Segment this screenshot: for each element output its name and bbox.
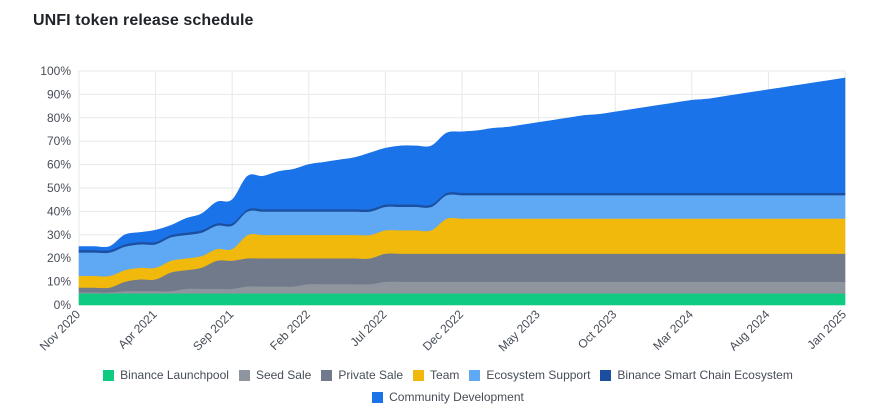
area-community-development: [78, 77, 846, 251]
legend-item-ecosystem-support[interactable]: Ecosystem Support: [469, 368, 590, 382]
legend-swatch: [321, 369, 333, 381]
legend-swatch: [413, 369, 425, 381]
legend-label: Private Sale: [338, 368, 404, 382]
y-tick-label: 90%: [47, 87, 71, 101]
legend-swatch: [600, 369, 612, 381]
y-tick-label: 100%: [40, 64, 71, 78]
legend-swatch: [238, 369, 250, 381]
y-tick-label: 20%: [47, 251, 71, 265]
y-tick-label: 0%: [54, 298, 72, 312]
x-tick-label: Nov 2020: [37, 307, 83, 353]
x-tick-label: Jul 2022: [348, 307, 390, 349]
x-tick-label: Aug 2024: [726, 307, 772, 353]
legend-label: Binance Launchpool: [120, 368, 229, 382]
legend-label: Ecosystem Support: [486, 368, 591, 382]
y-tick-label: 10%: [47, 275, 71, 289]
chart-title: UNFI token release schedule: [33, 12, 254, 29]
x-tick-label: Apr 2021: [115, 307, 160, 352]
x-tick-label: Jan 2025: [804, 307, 849, 352]
x-tick-label: Mar 2024: [650, 307, 696, 353]
y-tick-label: 40%: [47, 204, 71, 218]
legend-swatch: [469, 369, 481, 381]
legend-label: Seed Sale: [255, 368, 312, 382]
x-tick-label: Oct 2023: [575, 307, 620, 352]
x-tick-label: May 2023: [496, 307, 543, 354]
y-tick-label: 70%: [47, 134, 71, 148]
legend-label: Binance Smart Chain Ecosystem: [617, 368, 793, 382]
stacked-area-chart: 0% 10% 20% 30% 40% 50% 60% 70% 80% 90% 100% Nov 202…: [37, 64, 849, 354]
legend-label: Community Development: [389, 390, 524, 404]
legend: Binance Launchpool Seed Sale Private Sale T…: [0, 365, 896, 409]
area-binance-launchpool: [78, 292, 846, 306]
legend-swatch: [103, 369, 115, 381]
x-tick-label: Feb 2022: [267, 307, 313, 353]
legend-item-seed-sale[interactable]: Seed Sale: [238, 368, 312, 382]
x-tick-label: Dec 2022: [420, 307, 466, 353]
legend-swatch: [372, 391, 384, 403]
legend-row: Binance Launchpool Seed Sale Private Sale T…: [0, 365, 896, 385]
y-tick-label: 30%: [47, 228, 71, 242]
legend-item-private-sale[interactable]: Private Sale: [321, 368, 403, 382]
legend-row: Community Development: [0, 387, 896, 407]
y-tick-label: 80%: [47, 111, 71, 125]
legend-item-team[interactable]: Team: [413, 368, 459, 382]
legend-label: Team: [430, 368, 460, 382]
y-tick-label: 60%: [47, 158, 71, 172]
legend-item-community-development[interactable]: Community Development: [372, 390, 524, 404]
series-areas: [78, 77, 846, 306]
x-tick-label: Sep 2021: [190, 307, 236, 353]
legend-item-binance-launchpool[interactable]: Binance Launchpool: [103, 368, 229, 382]
y-tick-label: 50%: [47, 181, 71, 195]
legend-item-binance-smart-chain-ecosystem[interactable]: Binance Smart Chain Ecosystem: [600, 368, 793, 382]
